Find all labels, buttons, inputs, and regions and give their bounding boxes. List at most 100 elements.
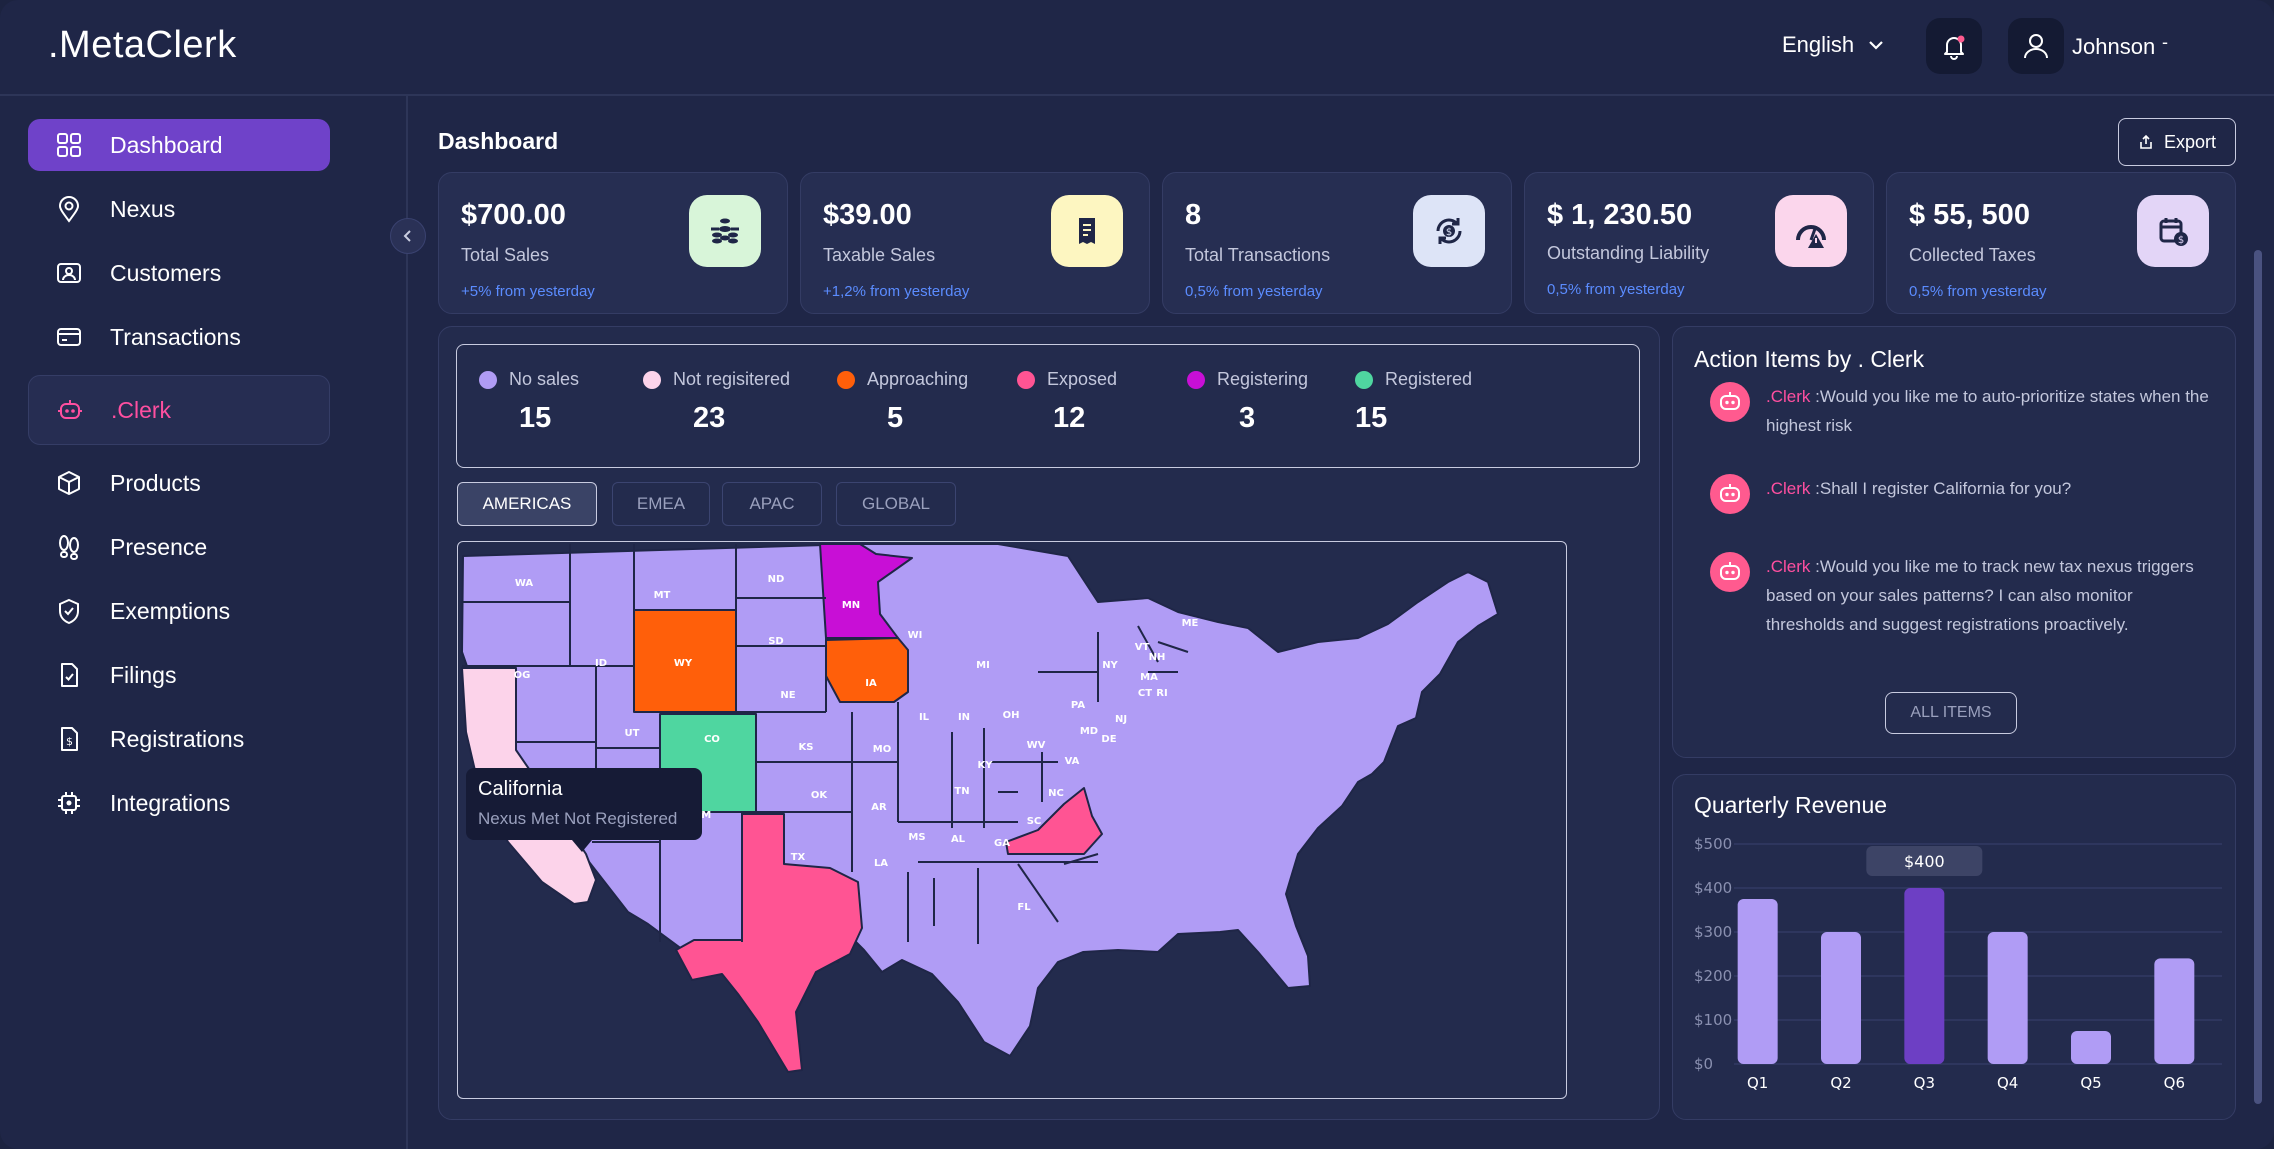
stat-value: $700.00 [461, 199, 566, 231]
sidebar-item-presence[interactable]: Presence [28, 521, 330, 573]
legend-item-not-registered[interactable]: Not regisitered 23 [643, 369, 790, 435]
state-label: FL [1017, 902, 1031, 913]
stat-change: 0,5% from yesterday [1185, 283, 1323, 300]
bar-q3 [1904, 888, 1945, 1064]
map-tooltip: California Nexus Met Not Registered [466, 768, 702, 840]
stat-label: Outstanding Liability [1547, 243, 1710, 263]
state-label: PA [1071, 700, 1085, 711]
tab-americas[interactable]: AMERICAS [457, 482, 597, 526]
state-label: OG [514, 670, 531, 681]
state-label: NY [1102, 660, 1118, 671]
bar-q6 [2154, 958, 2195, 1064]
action-message: :Would you like me to auto-prioritize st… [1766, 387, 2209, 435]
sidebar-item-label: Nexus [110, 195, 176, 222]
bell-icon [1944, 35, 1965, 60]
state-label: NC [1048, 788, 1064, 799]
y-tick-label: $100 [1694, 1011, 1732, 1029]
legend-label: Exposed [1047, 369, 1118, 389]
tab-emea[interactable]: EMEA [612, 482, 710, 526]
sidebar-item-filings[interactable]: Filings [28, 649, 330, 701]
action-items-panel [1672, 326, 2236, 758]
sidebar-item-clerk[interactable]: .Clerk [28, 375, 330, 445]
legend-label: Not regisitered [673, 369, 791, 389]
sidebar-item-dashboard[interactable]: Dashboard [28, 119, 330, 171]
state-tx [675, 813, 863, 1073]
legend-dot [643, 370, 661, 389]
sidebar-item-products[interactable]: Products [28, 457, 330, 509]
svg-text:$: $ [2178, 235, 2184, 246]
tab-global[interactable]: GLOBAL [836, 482, 956, 526]
state-label: WI [908, 630, 923, 641]
export-icon [2140, 134, 2152, 149]
state-label: KY [978, 760, 994, 771]
action-item[interactable]: .Clerk :Would you like me to auto-priori… [1710, 382, 2210, 440]
state-label: IN [958, 712, 970, 723]
user-name[interactable]: Johnson [2072, 34, 2156, 59]
language-select[interactable]: English [1782, 32, 1884, 58]
language-label: English [1782, 32, 1855, 57]
robot-icon [1710, 382, 1750, 422]
revenue-bar-chart: $0 $100 $200 $300 $400 $500 Q1 Q2 Q3 $400 Q4 Q5 Q6 [1694, 835, 2222, 1092]
state-label: UT [625, 728, 640, 739]
stat-card-outstanding-liability: $ 1, 230.50 Outstanding Liability 0,5% f… [1524, 172, 1874, 314]
action-item[interactable]: .Clerk :Shall I register California for … [1710, 474, 2210, 514]
sidebar-item-nexus[interactable]: Nexus [28, 183, 330, 235]
chevron-down-icon [1869, 41, 1883, 50]
user-avatar-button[interactable] [2008, 18, 2064, 74]
legend-item-registered[interactable]: Registered 15 [1355, 369, 1472, 435]
tab-apac[interactable]: APAC [722, 482, 822, 526]
action-item[interactable]: .Clerk :Would you like me to track new t… [1710, 552, 2210, 639]
tooltip-arrow [572, 840, 592, 852]
sidebar-item-integrations[interactable]: Integrations [28, 777, 330, 829]
grid-icon [54, 130, 84, 160]
stat-label: Total Transactions [1185, 245, 1331, 265]
stat-label: Collected Taxes [1909, 245, 2036, 265]
svg-text:$: $ [1446, 227, 1452, 238]
bar-q5 [2071, 1031, 2111, 1064]
y-tick-label: $300 [1694, 923, 1732, 941]
stat-card-total-transactions: 8 Total Transactions 0,5% from yesterday… [1162, 172, 1512, 314]
sidebar-item-exemptions[interactable]: Exemptions [28, 585, 330, 637]
state-label: ID [595, 658, 607, 669]
user-menu-caret[interactable]: - [2162, 32, 2168, 52]
action-sender: .Clerk [1766, 387, 1811, 406]
x-tick-label: Q4 [1997, 1074, 2018, 1092]
legend-item-registering[interactable]: Registering 3 [1187, 369, 1308, 435]
page-scrollbar[interactable] [2254, 250, 2262, 1104]
receipt-icon [1051, 195, 1123, 267]
bar-value-label: $400 [1904, 852, 1945, 871]
legend-item-exposed[interactable]: Exposed 12 [1017, 369, 1117, 435]
chevron-left-icon [403, 230, 411, 242]
action-items-title: Action Items by . Clerk [1694, 346, 1925, 372]
sidebar-collapse-button[interactable] [390, 218, 426, 254]
state-label: SC [1027, 816, 1042, 827]
sidebar-item-customers[interactable]: Customers [28, 247, 330, 299]
customer-card-icon [54, 258, 84, 288]
top-header: .MetaClerk English Johnson - [0, 0, 2274, 96]
y-tick-label: $200 [1694, 967, 1732, 985]
app-logo[interactable]: .MetaClerk [48, 24, 237, 66]
sidebar-item-label: Exemptions [110, 597, 231, 624]
legend-label: No sales [509, 369, 580, 389]
sidebar-item-registrations[interactable]: $ Registrations [28, 713, 330, 765]
x-tick-label: Q3 [1914, 1074, 1935, 1092]
credit-card-icon [54, 322, 84, 352]
sidebar-item-transactions[interactable]: Transactions [28, 311, 330, 363]
notifications-button[interactable] [1926, 18, 1982, 74]
legend-label: Registered [1385, 369, 1473, 389]
state-label: WY [674, 658, 693, 669]
chart-title: Quarterly Revenue [1694, 792, 1888, 818]
legend-item-approaching[interactable]: Approaching 5 [837, 369, 968, 435]
svg-text:$: $ [66, 735, 73, 748]
x-tick-label: Q6 [2164, 1074, 2185, 1092]
legend-item-no-sales[interactable]: No sales 15 [479, 369, 579, 435]
state-label: CT [1138, 688, 1152, 699]
stat-change: +1,2% from yesterday [823, 283, 970, 300]
state-label: ND [768, 574, 785, 585]
gauge-alert-icon [1775, 195, 1847, 267]
us-states-map: WA MT ND MN ME OG ID WY SD WI MI VT NH N… [457, 541, 1567, 1099]
stat-value: $39.00 [823, 199, 912, 231]
stat-change: 0,5% from yesterday [1909, 283, 2047, 300]
export-button[interactable]: Export [2118, 118, 2236, 166]
all-items-button[interactable]: ALL ITEMS [1885, 692, 2017, 734]
